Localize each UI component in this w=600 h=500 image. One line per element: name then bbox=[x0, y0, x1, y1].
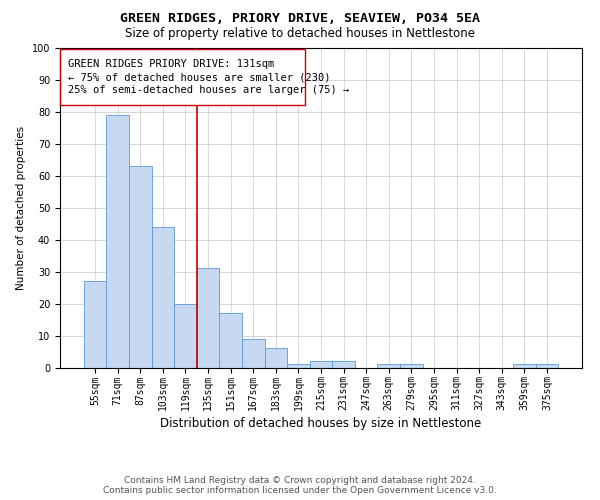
Bar bbox=[220, 313, 242, 368]
Bar bbox=[197, 268, 220, 368]
Bar bbox=[242, 338, 265, 368]
Bar bbox=[152, 226, 174, 368]
FancyBboxPatch shape bbox=[60, 49, 305, 105]
Bar bbox=[84, 281, 106, 368]
Bar bbox=[310, 361, 332, 368]
Bar bbox=[377, 364, 400, 368]
Bar bbox=[129, 166, 152, 368]
Bar bbox=[265, 348, 287, 368]
Bar bbox=[513, 364, 536, 368]
Bar bbox=[287, 364, 310, 368]
Text: Contains HM Land Registry data © Crown copyright and database right 2024.
Contai: Contains HM Land Registry data © Crown c… bbox=[103, 476, 497, 495]
Text: Size of property relative to detached houses in Nettlestone: Size of property relative to detached ho… bbox=[125, 28, 475, 40]
Bar bbox=[332, 361, 355, 368]
Bar bbox=[106, 114, 129, 368]
Bar bbox=[174, 304, 197, 368]
Bar bbox=[536, 364, 558, 368]
X-axis label: Distribution of detached houses by size in Nettlestone: Distribution of detached houses by size … bbox=[160, 418, 482, 430]
Text: GREEN RIDGES PRIORY DRIVE: 131sqm
← 75% of detached houses are smaller (230)
25%: GREEN RIDGES PRIORY DRIVE: 131sqm ← 75% … bbox=[68, 59, 349, 96]
Y-axis label: Number of detached properties: Number of detached properties bbox=[16, 126, 26, 290]
Bar bbox=[400, 364, 422, 368]
Text: GREEN RIDGES, PRIORY DRIVE, SEAVIEW, PO34 5EA: GREEN RIDGES, PRIORY DRIVE, SEAVIEW, PO3… bbox=[120, 12, 480, 26]
